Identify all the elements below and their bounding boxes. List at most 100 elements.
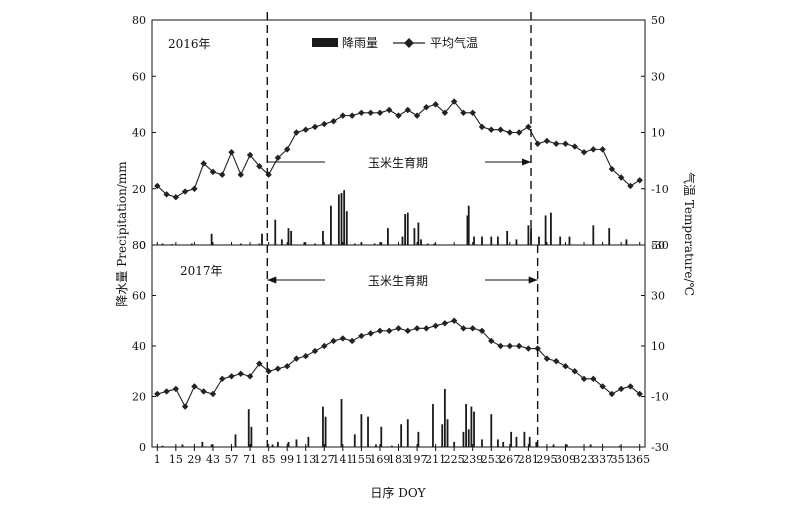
temp-point bbox=[497, 126, 504, 133]
x-tick-label: 155 bbox=[351, 453, 372, 466]
precip-bar bbox=[433, 243, 436, 245]
temp-point bbox=[200, 160, 207, 167]
x-tick-label: 281 bbox=[518, 453, 539, 466]
temp-point bbox=[432, 101, 439, 108]
temp-point bbox=[478, 327, 486, 335]
temp-point bbox=[237, 370, 244, 377]
precip-bar bbox=[390, 445, 393, 447]
temp-point bbox=[432, 322, 439, 329]
temp-point bbox=[515, 129, 523, 136]
temp-line bbox=[157, 320, 641, 408]
y-right-tick-label: -10 bbox=[651, 391, 669, 404]
arrowhead-right bbox=[528, 276, 538, 284]
x-tick-label: 211 bbox=[425, 453, 446, 466]
precip-bar bbox=[322, 230, 324, 245]
temp-point bbox=[562, 363, 569, 370]
precip-bar bbox=[277, 441, 279, 447]
x-tick-label: 29 bbox=[187, 453, 201, 466]
y-left-tick-label: 40 bbox=[132, 340, 146, 353]
precip-bar bbox=[247, 409, 250, 448]
y-left-tick-label: 0 bbox=[139, 239, 146, 252]
y-left-tick-label: 0 bbox=[139, 441, 146, 454]
y-left-axis-title: 降水量 Precipitation/mm bbox=[115, 161, 129, 307]
precip-bar bbox=[535, 441, 538, 447]
panel-2016-label: 2016年 bbox=[168, 37, 211, 51]
temp-point bbox=[553, 140, 560, 147]
y-right-axis-title: 气温 Temperature/℃ bbox=[682, 172, 697, 296]
temp-point bbox=[348, 337, 356, 345]
temp-point bbox=[376, 109, 384, 117]
temp-point bbox=[488, 337, 495, 345]
x-tick-label: 57 bbox=[225, 453, 239, 466]
precip-bar bbox=[360, 242, 363, 245]
precip-bar bbox=[497, 236, 499, 245]
temp-point bbox=[413, 112, 421, 119]
precip-bar bbox=[295, 439, 298, 447]
temp-point bbox=[617, 174, 625, 181]
temp-point bbox=[358, 109, 365, 117]
temp-point bbox=[386, 327, 393, 335]
precip-bar bbox=[250, 426, 253, 447]
x-tick-label: 267 bbox=[499, 453, 520, 466]
precip-bar bbox=[502, 441, 505, 447]
precip-bar bbox=[515, 436, 518, 447]
precip-bar bbox=[201, 441, 204, 447]
precip-bar bbox=[387, 228, 389, 246]
temp-point bbox=[506, 342, 514, 350]
precip-bar bbox=[432, 404, 434, 447]
precip-bar bbox=[527, 225, 530, 245]
temp-point bbox=[608, 390, 616, 398]
temp-point bbox=[163, 388, 170, 395]
temp-point bbox=[154, 390, 161, 398]
temp-point bbox=[246, 373, 254, 380]
precip-bar bbox=[330, 205, 332, 246]
precip-bar bbox=[340, 399, 343, 447]
temp-point bbox=[172, 385, 180, 393]
precip-bar bbox=[406, 419, 409, 447]
precip-bar bbox=[234, 434, 237, 448]
temp-point bbox=[590, 146, 597, 153]
temp-point bbox=[209, 390, 217, 398]
precip-bar bbox=[446, 419, 449, 447]
precip-bar bbox=[510, 431, 513, 447]
temp-point bbox=[256, 163, 263, 170]
x-tick-label: 323 bbox=[574, 453, 595, 466]
temp-point bbox=[515, 342, 523, 350]
x-tick-label: 127 bbox=[314, 453, 335, 466]
temp-point bbox=[246, 151, 254, 159]
temp-point bbox=[617, 385, 625, 393]
temp-point bbox=[441, 109, 449, 117]
temp-point bbox=[599, 383, 606, 390]
temp-point bbox=[191, 383, 198, 390]
temp-point bbox=[256, 360, 263, 367]
precip-bar bbox=[473, 411, 475, 447]
temp-point bbox=[395, 112, 402, 119]
precip-bar bbox=[538, 236, 540, 245]
precip-bar bbox=[380, 242, 383, 245]
temp-point bbox=[274, 154, 282, 162]
temp-point bbox=[608, 165, 616, 173]
temp-point bbox=[460, 109, 467, 117]
precip-bar bbox=[353, 243, 356, 245]
precip-bar bbox=[465, 404, 467, 447]
temp-point bbox=[358, 332, 365, 340]
panel-2016-growth-arrow bbox=[267, 158, 532, 166]
temp-point bbox=[460, 325, 467, 332]
precip-bar bbox=[462, 431, 465, 447]
temp-point bbox=[423, 103, 430, 111]
panel-2017: 0 20 40 60 80 -30 -10 10 30 50 2017年 玉米生育期 bbox=[132, 239, 669, 454]
temp-point bbox=[172, 193, 180, 201]
y-left-tick-label: 40 bbox=[132, 127, 146, 140]
panel-2017-temp-series bbox=[154, 317, 643, 410]
x-tick-label: 197 bbox=[407, 453, 428, 466]
temp-point bbox=[321, 342, 328, 350]
temp-point bbox=[311, 123, 319, 131]
temp-point bbox=[293, 129, 300, 136]
temp-point bbox=[274, 365, 282, 372]
precip-bar bbox=[552, 444, 555, 447]
panel-2016-annotation: 玉米生育期 bbox=[368, 155, 428, 170]
precip-bar bbox=[258, 243, 261, 245]
y-left-tick-label: 80 bbox=[132, 239, 146, 252]
temp-point bbox=[302, 352, 309, 360]
